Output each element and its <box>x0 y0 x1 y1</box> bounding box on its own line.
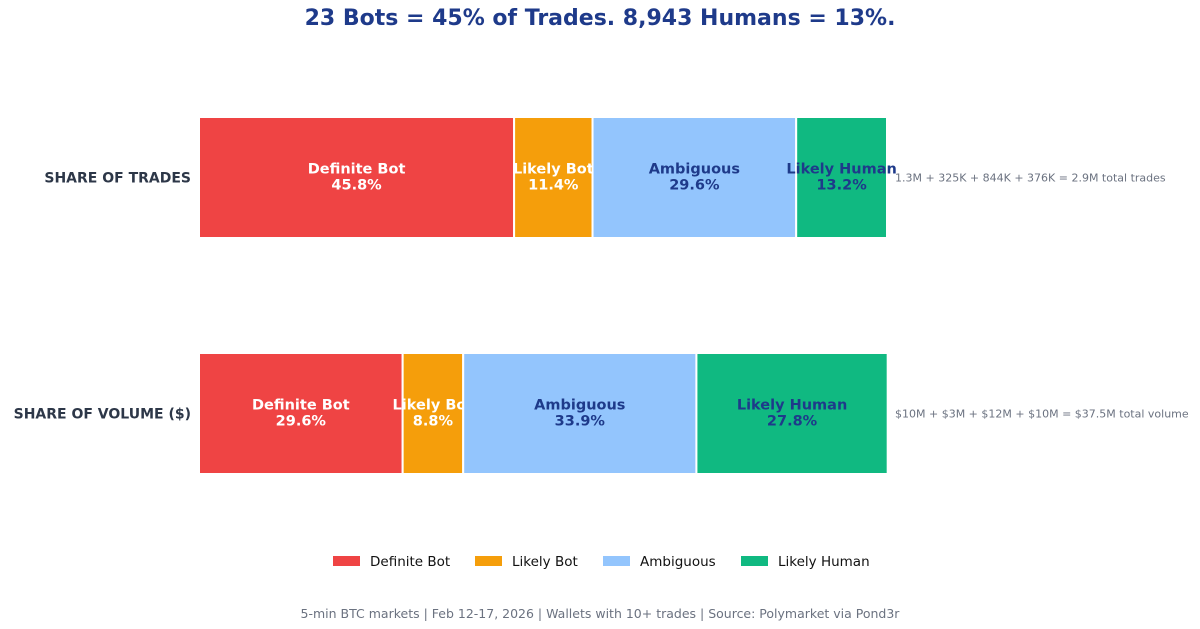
legend-item: Ambiguous <box>603 554 716 570</box>
segment-label: Likely Human 13.2% <box>786 162 896 194</box>
legend-swatch <box>741 556 768 566</box>
legend-swatch <box>475 556 502 566</box>
bar-segment <box>695 352 889 475</box>
segment-label: Ambiguous 29.6% <box>649 162 740 194</box>
segment-label: Likely Bot 11.4% <box>513 162 594 194</box>
row-total-note: 1.3M + 325K + 844K + 376K = 2.9M total t… <box>895 172 1166 185</box>
bar-segment <box>591 116 798 239</box>
segment-series-name: Definite Bot <box>252 398 350 414</box>
segment-label: Likely Human 27.8% <box>737 398 847 430</box>
segment-label: Likely Bot 8.8% <box>393 398 474 430</box>
chart-title: 23 Bots = 45% of Trades. 8,943 Humans = … <box>305 6 896 31</box>
segment-label: Definite Bot 29.6% <box>252 398 350 430</box>
segment-label: Ambiguous 33.9% <box>534 398 625 430</box>
legend-label: Likely Bot <box>512 554 578 570</box>
legend-item: Likely Bot <box>475 554 578 570</box>
bar-row: SHARE OF VOLUME ($) Definite Bot 29.6% Like… <box>14 352 1189 475</box>
row-label: SHARE OF TRADES <box>44 171 191 187</box>
row-label: SHARE OF VOLUME ($) <box>14 407 191 423</box>
row-total-note: $10M + $3M + $12M + $10M = $37.5M total … <box>895 408 1189 421</box>
legend-label: Ambiguous <box>640 554 716 570</box>
segment-value: 8.8% <box>413 414 454 430</box>
legend: Definite Bot Likely Bot Ambiguous Likely Hu… <box>333 554 870 570</box>
legend-item: Definite Bot <box>333 554 450 570</box>
segment-series-name: Likely Bot <box>393 398 474 414</box>
legend-swatch <box>333 556 360 566</box>
bar-segment <box>401 352 465 475</box>
segment-label: Definite Bot 45.8% <box>308 162 406 194</box>
segment-value: 13.2% <box>816 178 867 194</box>
segment-value: 27.8% <box>767 414 818 430</box>
bar-row: SHARE OF TRADES Definite Bot 45.8% Likely B… <box>44 116 1166 239</box>
segment-series-name: Likely Human <box>737 398 847 414</box>
legend-label: Definite Bot <box>370 554 450 570</box>
segment-series-name: Ambiguous <box>534 398 625 414</box>
footer-note: 5-min BTC markets | Feb 12-17, 2026 | Wa… <box>301 606 901 621</box>
legend-label: Likely Human <box>778 554 870 570</box>
segment-value: 33.9% <box>555 414 606 430</box>
segment-value: 11.4% <box>528 178 579 194</box>
bar-segment <box>198 116 516 239</box>
bar-segment <box>198 352 404 475</box>
segment-series-name: Likely Human <box>786 162 896 178</box>
segment-value: 29.6% <box>669 178 720 194</box>
segment-series-name: Likely Bot <box>513 162 594 178</box>
segment-value: 29.6% <box>276 414 327 430</box>
segment-series-name: Definite Bot <box>308 162 406 178</box>
segment-series-name: Ambiguous <box>649 162 740 178</box>
bar-segment <box>795 116 889 239</box>
legend-swatch <box>603 556 630 566</box>
segment-value: 45.8% <box>331 178 382 194</box>
legend-item: Likely Human <box>741 554 870 570</box>
